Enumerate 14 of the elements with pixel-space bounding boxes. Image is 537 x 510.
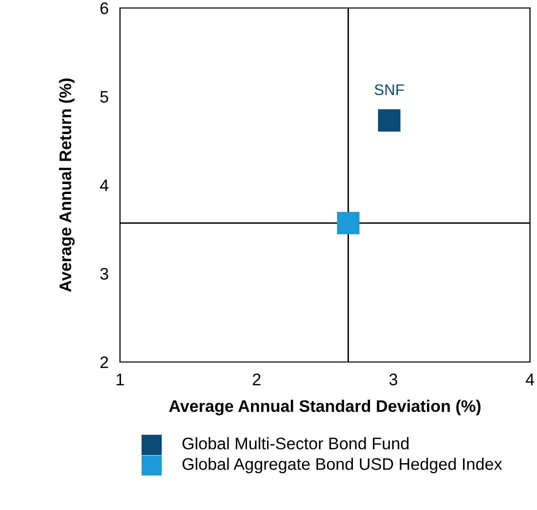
y-tick-label: 4	[100, 180, 108, 192]
y-tick-label: 2	[100, 356, 108, 368]
x-tick-label: 4	[526, 374, 534, 386]
legend-label: Global Multi-Sector Bond Fund	[182, 437, 408, 450]
x-axis-title: Average Annual Standard Deviation (%)	[169, 400, 481, 416]
x-tick-label: 3	[389, 374, 398, 386]
annotation: SNF	[374, 84, 404, 96]
y-axis-title: Average Annual Return (%)	[59, 78, 75, 292]
y-tick-label: 3	[100, 268, 108, 280]
y-tick-label: 6	[100, 2, 108, 14]
x-tick-label: 2	[252, 374, 260, 386]
legend-label: Global Aggregate Bond USD Hedged Index	[182, 458, 502, 474]
y-tick-label: 5	[100, 91, 108, 103]
x-tick-label: 1	[116, 374, 124, 386]
